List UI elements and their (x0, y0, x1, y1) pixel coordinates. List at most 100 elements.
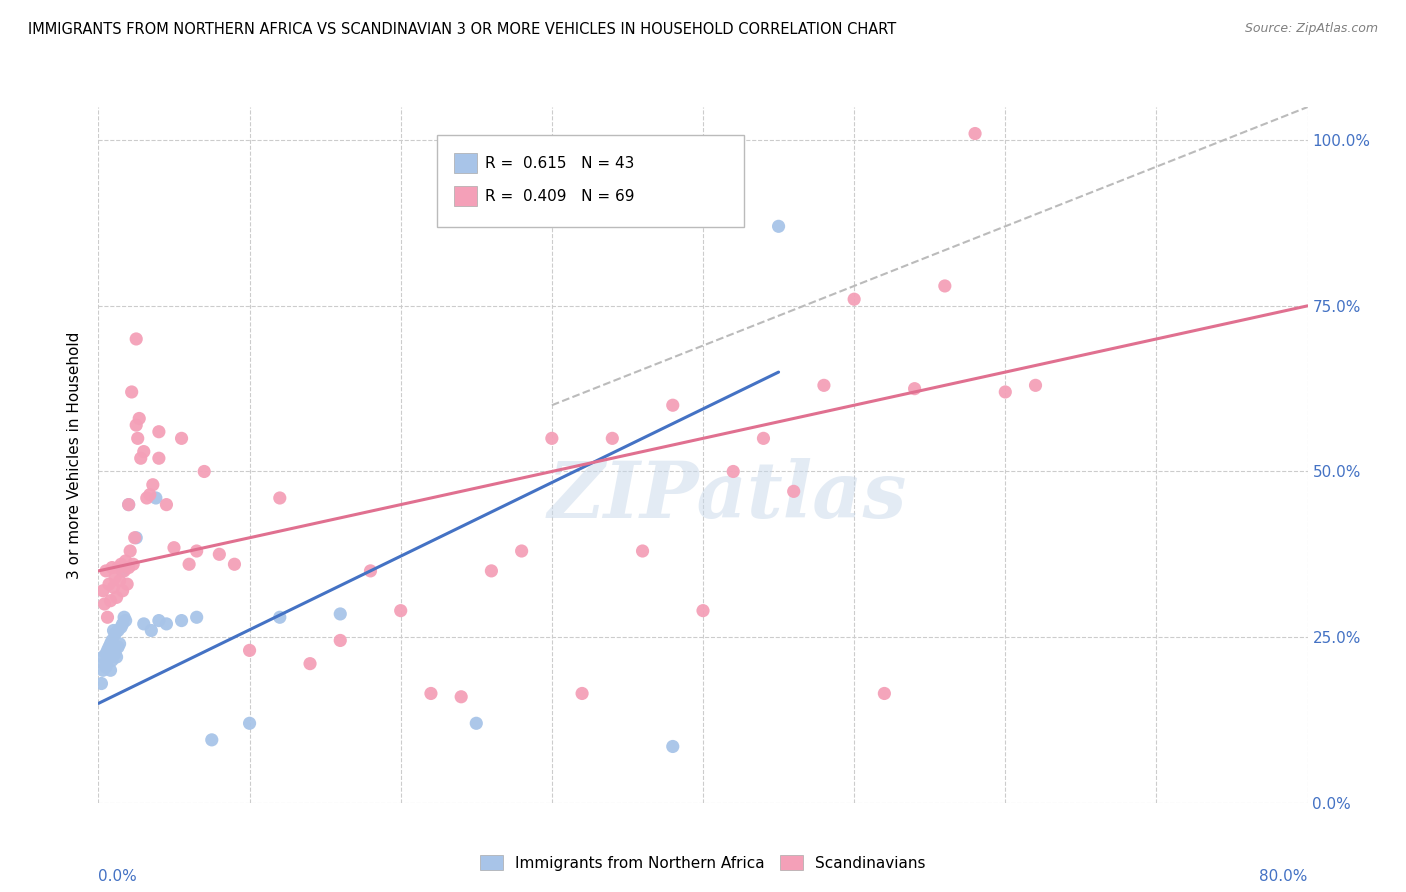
Point (139, 488, 162, 502)
Point (201, 732, 224, 747)
Point (1024, 378, 1046, 392)
Point (813, 378, 835, 392)
Point (93, 597, 115, 611)
Point (108, 637, 131, 651)
Point (91, 663, 114, 677)
Point (179, 558, 201, 572)
Point (98, 650, 121, 665)
Point (100, 593, 122, 607)
Point (105, 591, 128, 605)
Point (186, 544, 208, 558)
Text: 80.0%: 80.0% (1260, 869, 1308, 884)
Point (112, 610, 135, 624)
Point (934, 279, 956, 293)
Point (132, 616, 155, 631)
Point (631, 544, 654, 558)
Point (111, 616, 134, 631)
Point (98, 577, 121, 591)
Point (329, 607, 352, 621)
Point (107, 640, 129, 654)
Point (662, 398, 685, 412)
Point (112, 564, 135, 578)
Text: IMMIGRANTS FROM NORTHERN AFRICA VS SCANDINAVIAN 3 OR MORE VEHICLES IN HOUSEHOLD : IMMIGRANTS FROM NORTHERN AFRICA VS SCAND… (28, 22, 897, 37)
Point (450, 690, 472, 704)
Text: Source: ZipAtlas.com: Source: ZipAtlas.com (1244, 22, 1378, 36)
Point (127, 431, 149, 445)
Point (783, 484, 806, 499)
Point (101, 560, 124, 574)
Point (114, 554, 136, 568)
Point (170, 614, 193, 628)
Point (692, 604, 714, 618)
Point (752, 431, 775, 445)
Point (329, 633, 352, 648)
Point (224, 558, 246, 572)
Point (873, 686, 896, 700)
Point (145, 491, 167, 505)
Point (141, 624, 163, 638)
Point (100, 637, 122, 651)
Point (94, 660, 117, 674)
Point (118, 560, 141, 574)
Point (115, 577, 138, 591)
Point (91, 583, 114, 598)
Point (186, 610, 208, 624)
Point (128, 411, 150, 425)
Legend: Immigrants from Northern Africa, Scandinavians: Immigrants from Northern Africa, Scandin… (475, 850, 931, 875)
Point (111, 564, 134, 578)
Point (96, 653, 118, 667)
Point (101, 633, 124, 648)
Point (904, 382, 927, 396)
Point (110, 558, 132, 572)
Point (110, 620, 132, 634)
Point (148, 425, 170, 439)
Point (93, 657, 115, 671)
Point (239, 643, 262, 657)
Point (98, 640, 121, 654)
Point (105, 650, 128, 665)
Point (94, 647, 117, 661)
Point (124, 531, 146, 545)
Point (91, 650, 114, 665)
Point (122, 558, 145, 572)
Point (299, 657, 322, 671)
Point (103, 581, 125, 595)
Point (114, 614, 136, 628)
Y-axis label: 3 or more Vehicles in Household: 3 or more Vehicles in Household (67, 331, 83, 579)
Point (103, 624, 125, 638)
Point (269, 491, 291, 505)
Point (662, 739, 685, 754)
Point (118, 498, 141, 512)
Point (132, 444, 155, 458)
Point (121, 384, 143, 399)
Point (107, 624, 129, 638)
Point (104, 627, 127, 641)
Point (602, 431, 624, 445)
Point (104, 570, 127, 584)
Point (163, 541, 186, 555)
Point (965, 127, 987, 141)
Point (208, 547, 231, 561)
Point (155, 498, 177, 512)
Point (118, 498, 141, 512)
Point (129, 451, 152, 466)
Point (101, 653, 124, 667)
Point (465, 716, 488, 731)
Point (108, 574, 131, 588)
Point (571, 686, 593, 700)
Text: R =  0.615   N = 43: R = 0.615 N = 43 (485, 156, 634, 170)
Point (111, 583, 134, 598)
Point (510, 544, 533, 558)
Point (768, 219, 790, 234)
Point (125, 418, 148, 433)
Point (269, 610, 291, 624)
Point (96, 643, 118, 657)
Point (103, 643, 125, 657)
Point (193, 465, 215, 479)
Point (389, 604, 412, 618)
Point (148, 451, 170, 466)
Point (125, 332, 148, 346)
Text: R =  0.409   N = 69: R = 0.409 N = 69 (485, 189, 634, 203)
Point (420, 686, 443, 700)
Point (90, 676, 112, 690)
